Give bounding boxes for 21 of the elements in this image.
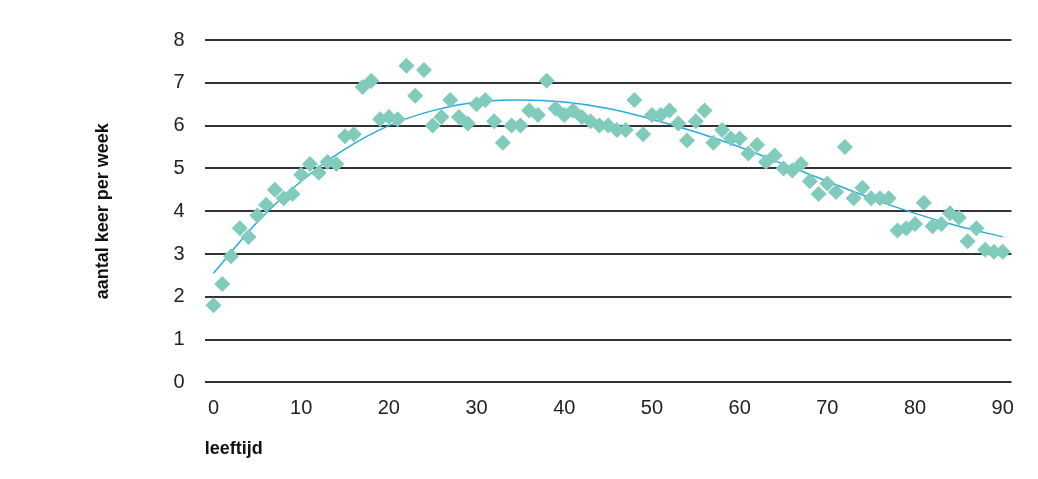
y-tick-label: 5 (173, 155, 185, 178)
x-tick-label: 20 (377, 395, 400, 418)
y-tick-label: 2 (173, 284, 185, 307)
y-tick-label: 6 (173, 113, 185, 136)
y-axis-title: aantal keer per week (91, 122, 112, 300)
y-tick-label: 8 (173, 27, 185, 50)
x-tick-label: 0 (207, 395, 220, 418)
x-tick-label: 10 (290, 395, 313, 418)
x-tick-label: 90 (991, 395, 1014, 418)
x-tick-label: 60 (728, 395, 751, 418)
y-tick-label: 7 (173, 70, 185, 93)
x-tick-label: 30 (465, 395, 488, 418)
x-tick-label: 80 (903, 395, 927, 418)
y-tick-label: 0 (173, 369, 185, 392)
x-axis-title: leeftijd (204, 438, 263, 459)
x-tick-label: 70 (816, 395, 839, 418)
y-tick-label: 1 (173, 327, 185, 350)
y-tick-label: 3 (173, 241, 185, 264)
y-tick-label: 4 (173, 198, 185, 221)
x-tick-label: 50 (640, 395, 664, 418)
x-tick-label: 40 (553, 395, 576, 418)
